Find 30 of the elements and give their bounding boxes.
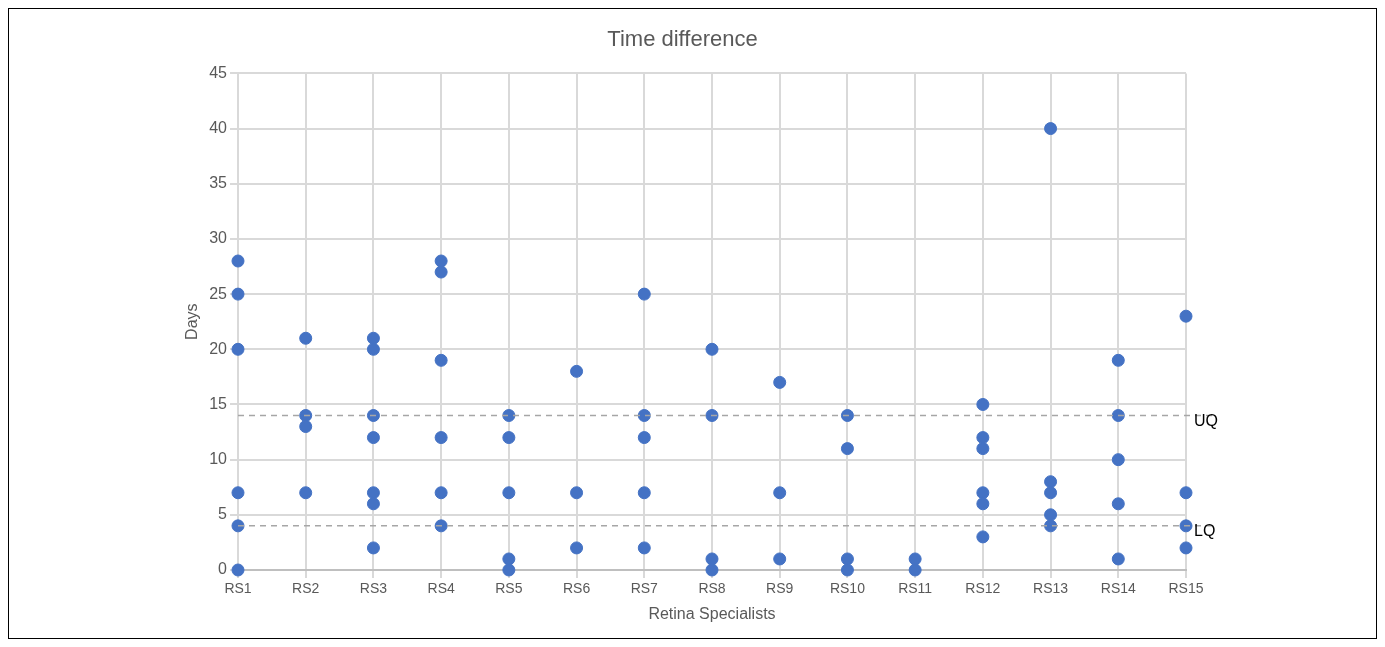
x-tick-label: RS8 bbox=[698, 580, 726, 597]
x-tick-label: RS15 bbox=[1168, 580, 1204, 597]
x-tick-label: RS14 bbox=[1100, 580, 1136, 597]
x-axis-title: Retina Specialists bbox=[648, 604, 776, 622]
x-tick-label: RS9 bbox=[766, 580, 794, 597]
y-tick-label: 10 bbox=[209, 450, 228, 468]
ref-line-label: UQ bbox=[1194, 411, 1218, 429]
ref-line-label: LQ bbox=[1194, 522, 1216, 540]
y-axis-title: Days bbox=[183, 303, 201, 340]
x-tick-label: RS10 bbox=[829, 580, 866, 597]
x-tick-label: RS4 bbox=[427, 580, 455, 597]
y-tick-label: 35 bbox=[209, 174, 228, 192]
x-tick-label: RS7 bbox=[630, 580, 659, 597]
y-tick-label: 45 bbox=[209, 63, 228, 81]
y-tick-label: 40 bbox=[209, 118, 228, 136]
x-tick-label: RS3 bbox=[359, 580, 388, 597]
x-tick-label: RS13 bbox=[1033, 580, 1069, 597]
y-tick-label: 5 bbox=[218, 505, 228, 523]
x-tick-label: RS11 bbox=[898, 580, 933, 597]
y-tick-label: 0 bbox=[218, 560, 228, 578]
y-tick-label: 25 bbox=[209, 284, 228, 302]
y-tick-label: 15 bbox=[209, 394, 228, 412]
x-tick-label: RS6 bbox=[562, 580, 591, 597]
x-tick-label: RS12 bbox=[965, 580, 1001, 597]
y-tick-label: 20 bbox=[209, 339, 228, 357]
y-tick-label: 30 bbox=[209, 229, 228, 247]
x-tick-label: RS1 bbox=[224, 580, 252, 597]
chart-title: Time difference bbox=[607, 26, 758, 52]
x-tick-label: RS2 bbox=[292, 580, 320, 597]
x-tick-label: RS5 bbox=[495, 580, 523, 597]
